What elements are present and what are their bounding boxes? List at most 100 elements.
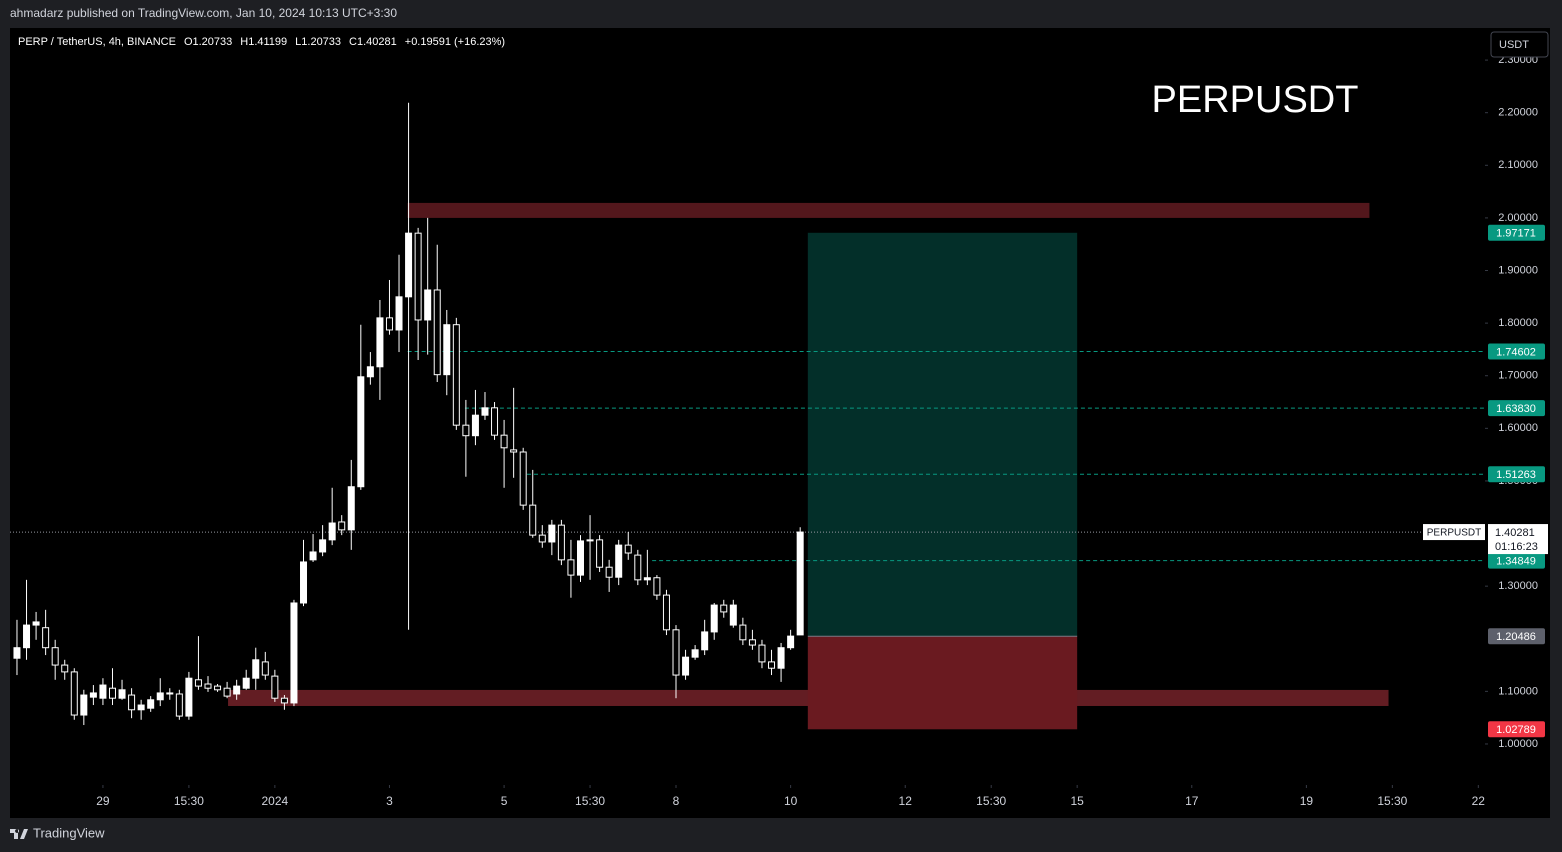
y-tick-label: 1.70000	[1498, 370, 1538, 382]
candle-body	[615, 544, 623, 578]
candle-body	[51, 647, 59, 666]
candle-body	[481, 407, 489, 416]
y-tick-label: 2.20000	[1498, 107, 1538, 119]
candle-body	[89, 692, 97, 698]
x-tick-label: 22	[1472, 794, 1486, 808]
level-badge	[1488, 400, 1545, 417]
candle-body	[424, 289, 432, 321]
last-price-badge	[1488, 524, 1548, 555]
symbol-legend: PERP / TetherUS, 4h, BINANCE O1.20733 H1.4…	[18, 36, 505, 48]
y-tick-label: 1.90000	[1498, 264, 1538, 276]
candle-body	[194, 679, 202, 687]
candle-body	[261, 661, 269, 676]
candle-body	[185, 677, 193, 717]
level-badge-label: 1.34849	[1496, 556, 1536, 568]
candle-body	[510, 449, 518, 453]
x-tick-label: 15:30	[575, 794, 605, 808]
candle-body	[108, 687, 116, 699]
y-tick-label: 1.00000	[1498, 738, 1538, 750]
candle-body	[491, 407, 499, 436]
candle-body	[175, 693, 183, 717]
candle-body	[682, 656, 690, 676]
target-badge	[1488, 224, 1545, 241]
candle-body	[271, 675, 279, 699]
candle-body	[137, 704, 145, 711]
x-tick-label: 29	[96, 794, 110, 808]
x-tick-label: 17	[1185, 794, 1199, 808]
x-tick-label: 15:30	[174, 794, 204, 808]
candle-body	[80, 694, 88, 716]
candle-body	[252, 659, 260, 679]
legend-item: C1.40281	[349, 36, 397, 48]
candle-body	[128, 694, 136, 711]
y-tick-label: 2.10000	[1498, 159, 1538, 171]
zone	[407, 202, 1370, 218]
candle-body	[166, 692, 174, 695]
candle-body	[147, 699, 155, 709]
candle-body	[643, 577, 651, 581]
candle-body	[233, 685, 241, 695]
legend-item: PERP / TetherUS, 4h, BINANCE	[18, 36, 176, 48]
candle-body	[796, 531, 804, 636]
last-price-label: 1.40281	[1495, 527, 1535, 539]
candle-body	[347, 486, 355, 531]
candle-body	[777, 647, 785, 669]
x-tick-label: 8	[673, 794, 680, 808]
footer-logo: TradingView	[10, 825, 105, 840]
candle-body	[557, 524, 565, 561]
currency-button-box[interactable]	[1490, 31, 1549, 58]
candle-body	[500, 434, 508, 449]
candle-body	[290, 602, 298, 704]
level-badge	[1488, 343, 1545, 360]
candle-body	[280, 697, 288, 704]
stop-badge-label: 1.02789	[1496, 724, 1536, 736]
candle-body	[61, 664, 69, 673]
candle-body	[99, 684, 107, 699]
stop-badge	[1488, 721, 1545, 738]
candle-body	[357, 376, 365, 488]
candle-body	[462, 424, 470, 437]
logo-icon	[10, 829, 28, 839]
currency-button[interactable]: USDT	[1499, 39, 1529, 51]
symbol-badge-label: PERPUSDT	[1427, 528, 1481, 539]
candle-body	[70, 671, 78, 716]
candle-body	[156, 692, 164, 701]
candle-body	[395, 296, 403, 331]
legend-item: +0.19591 (+16.23%)	[405, 36, 505, 48]
candle-body	[471, 414, 479, 437]
candle-body	[519, 451, 527, 506]
candle-body	[42, 627, 50, 649]
level-badge	[1488, 552, 1545, 569]
x-tick-label: 12	[899, 794, 913, 808]
legend-item: H1.41199	[240, 36, 287, 48]
candle-body	[32, 621, 40, 626]
x-tick-label: 3	[386, 794, 393, 808]
x-tick-label: 15	[1070, 794, 1084, 808]
y-tick-label: 1.60000	[1498, 422, 1538, 434]
candle-body	[624, 544, 632, 554]
candle-body	[787, 635, 795, 649]
y-tick-label: 1.30000	[1498, 580, 1538, 592]
candle-body	[748, 639, 756, 646]
level-badge-label: 1.74602	[1496, 346, 1536, 358]
candle-body	[691, 649, 699, 658]
level-badge-label: 1.51263	[1496, 469, 1536, 481]
candle-body	[596, 539, 604, 568]
chart-panel	[10, 28, 1550, 818]
candle-body	[672, 629, 680, 676]
candle-body	[567, 559, 575, 576]
candle-body	[701, 631, 709, 651]
x-tick-label: 19	[1300, 794, 1314, 808]
candle-body	[309, 551, 317, 561]
candle-body	[768, 661, 776, 669]
publish-header: ahmadarz published on TradingView.com, J…	[10, 6, 397, 20]
level-badge	[1488, 466, 1545, 483]
candle-body	[452, 324, 460, 426]
candle-body	[662, 594, 670, 631]
candle-body	[710, 604, 718, 633]
candle-body	[586, 539, 594, 542]
loss-area	[807, 636, 1078, 730]
candle-body	[118, 689, 126, 699]
